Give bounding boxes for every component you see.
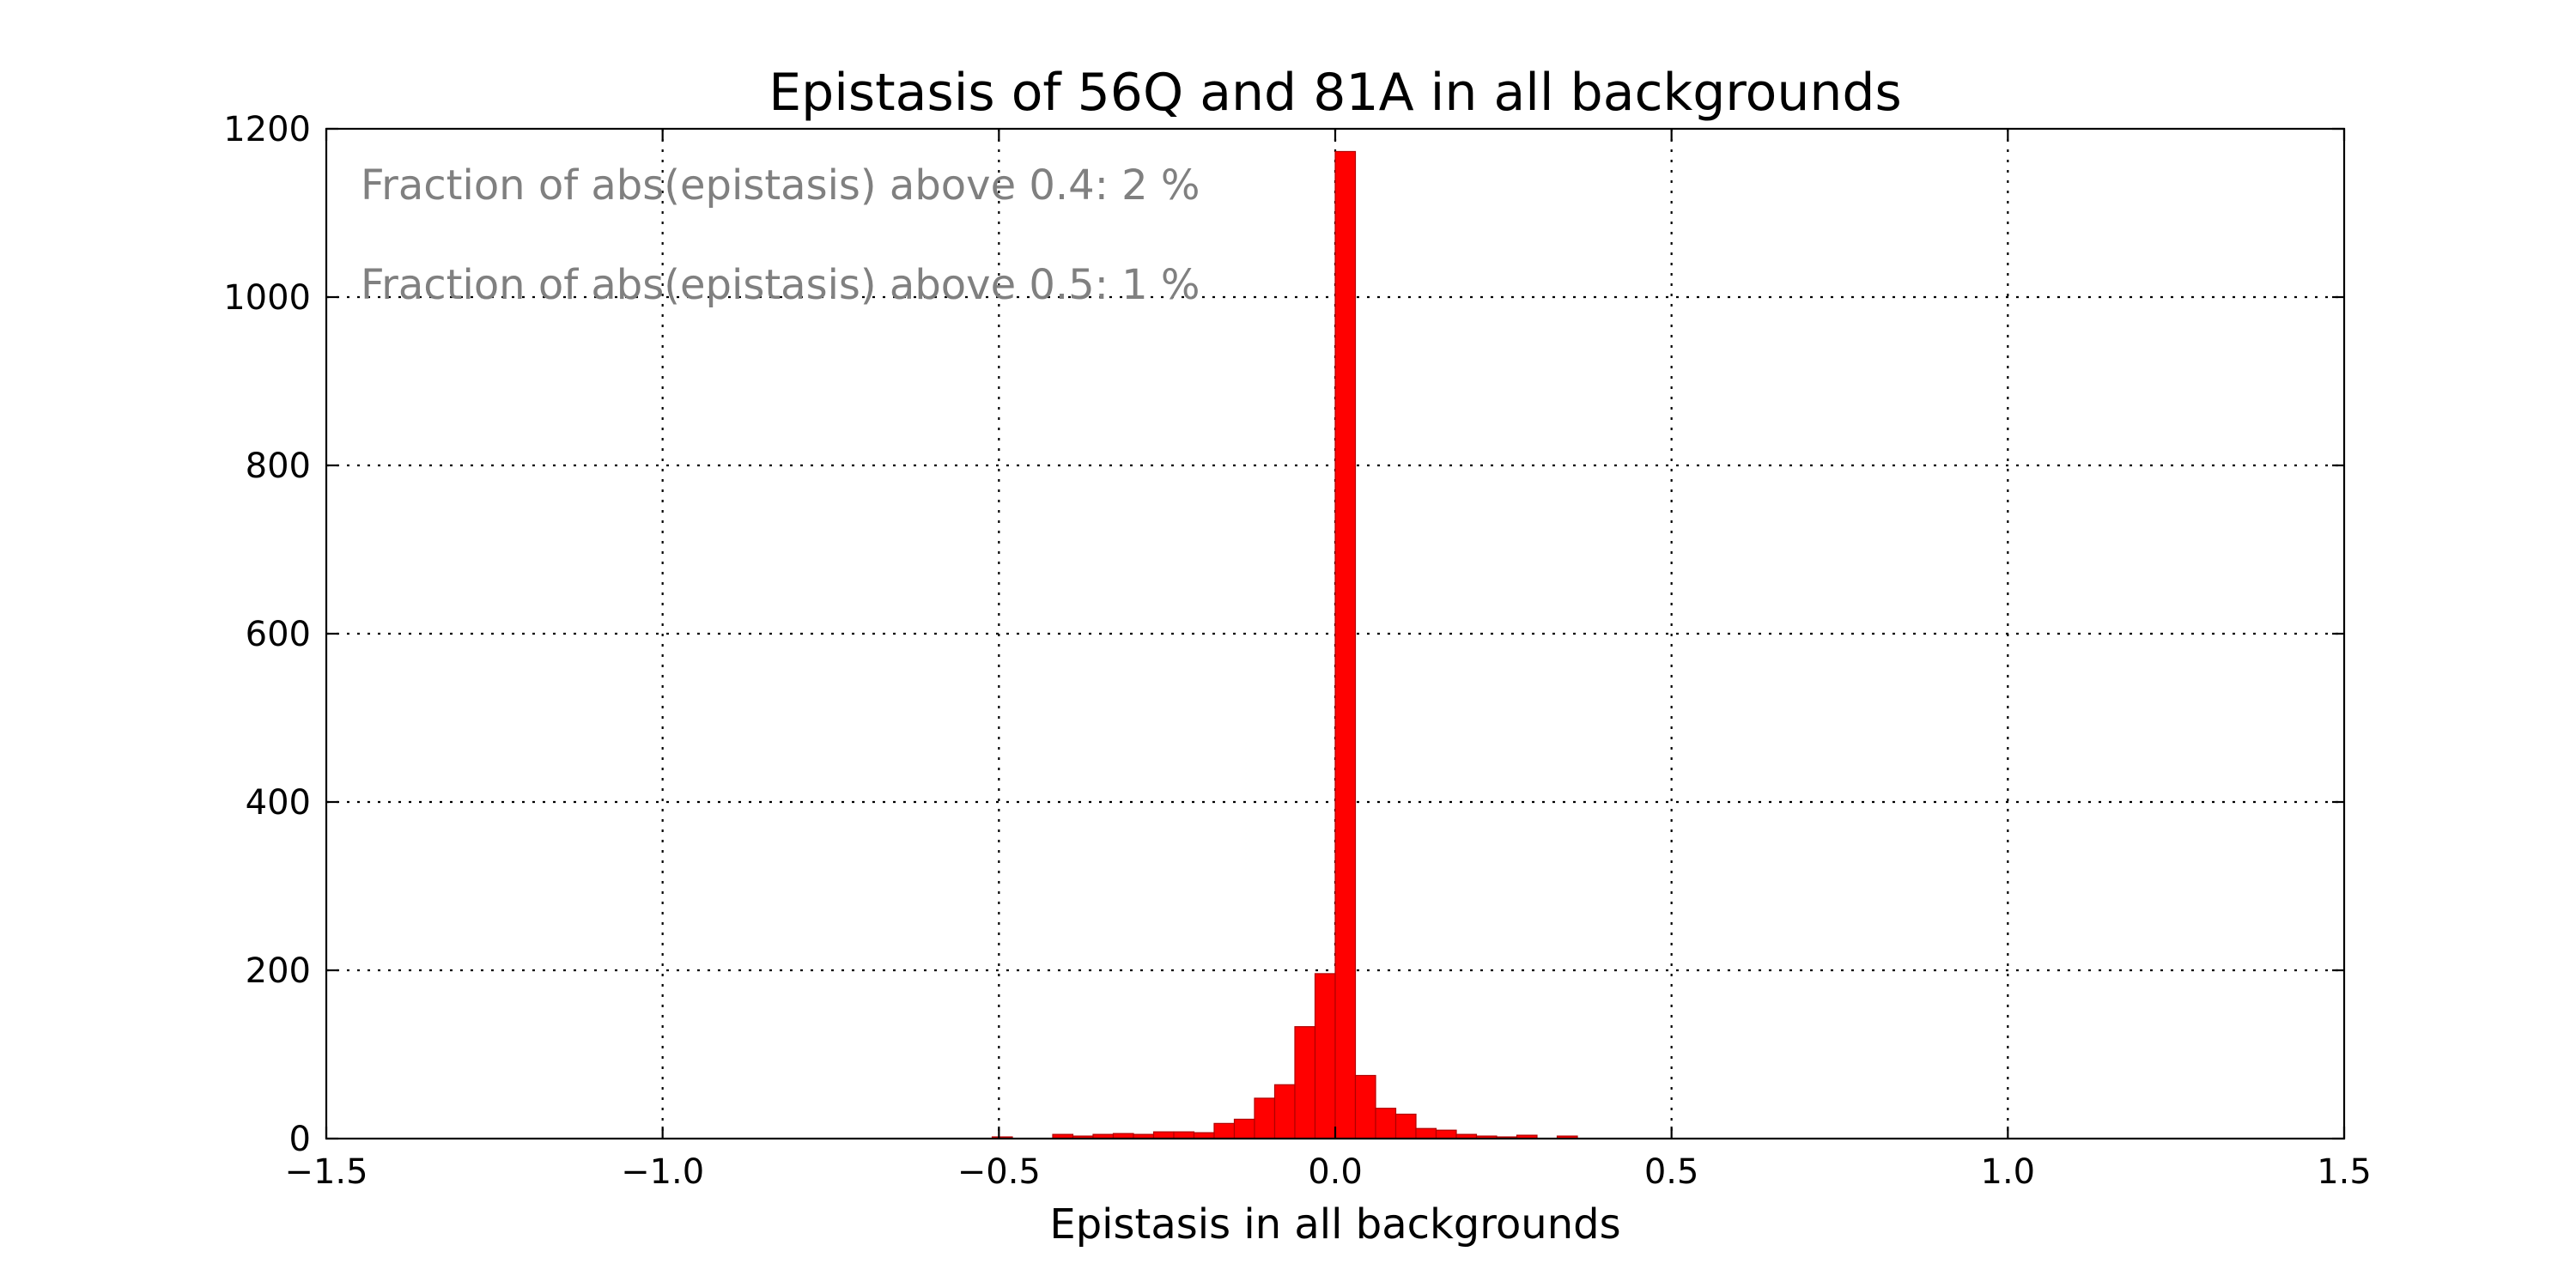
histogram-bar bbox=[1213, 1122, 1236, 1139]
x-tick-label: 1.5 bbox=[2317, 1152, 2372, 1192]
annotation-fraction-above-0-4: Fraction of abs(epistasis) above 0.4: 2 … bbox=[361, 161, 1200, 210]
histogram-bar bbox=[1173, 1131, 1195, 1139]
y-tick-label: 600 bbox=[246, 615, 311, 654]
histogram-bar bbox=[1354, 1074, 1376, 1139]
histogram-bar bbox=[1314, 973, 1336, 1139]
chart-title: Epistasis of 56Q and 81A in all backgrou… bbox=[769, 63, 1902, 123]
y-tick-label: 0 bbox=[289, 1120, 311, 1159]
y-tick-labels: 0 200 400 600 800 1000 1200 bbox=[223, 110, 311, 1159]
histogram-bars bbox=[991, 150, 1578, 1139]
x-axis-title: Epistasis in all backgrounds bbox=[1049, 1200, 1620, 1249]
x-tick-label: 0.0 bbox=[1308, 1152, 1363, 1192]
x-tick-label: −1.0 bbox=[621, 1152, 704, 1192]
annotation-fraction-above-0-5: Fraction of abs(epistasis) above 0.5: 1 … bbox=[361, 261, 1200, 309]
histogram-bar bbox=[1334, 150, 1357, 1139]
y-tick-label: 200 bbox=[246, 951, 311, 991]
histogram-bar bbox=[1415, 1127, 1437, 1139]
histogram-bar bbox=[1273, 1084, 1296, 1139]
x-tick-label: 0.5 bbox=[1644, 1152, 1699, 1192]
x-tick-label: −1.5 bbox=[284, 1152, 368, 1192]
y-tick-label: 1000 bbox=[223, 278, 311, 318]
axis-ticks bbox=[325, 127, 2346, 1140]
x-tick-labels: −1.5 −1.0 −0.5 0.0 0.5 1.0 1.5 bbox=[284, 1152, 2371, 1192]
histogram-bar bbox=[1152, 1131, 1175, 1139]
histogram-bar bbox=[1294, 1026, 1316, 1139]
y-tick-label: 400 bbox=[246, 783, 311, 823]
histogram-bar bbox=[1233, 1118, 1255, 1139]
histogram-bar bbox=[1435, 1129, 1457, 1139]
y-tick-label: 800 bbox=[246, 447, 311, 486]
y-tick-label: 1200 bbox=[223, 110, 311, 149]
histogram-bar bbox=[1254, 1097, 1276, 1139]
histogram-bar bbox=[1375, 1108, 1397, 1139]
x-tick-label: −0.5 bbox=[957, 1152, 1041, 1192]
x-tick-label: 1.0 bbox=[1981, 1152, 2036, 1192]
histogram-bar bbox=[1394, 1113, 1417, 1139]
